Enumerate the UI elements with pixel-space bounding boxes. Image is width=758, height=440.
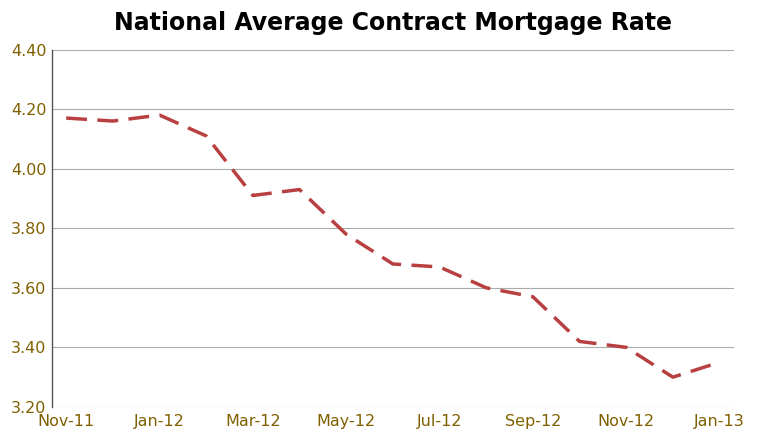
Title: National Average Contract Mortgage Rate: National Average Contract Mortgage Rate: [114, 11, 672, 35]
